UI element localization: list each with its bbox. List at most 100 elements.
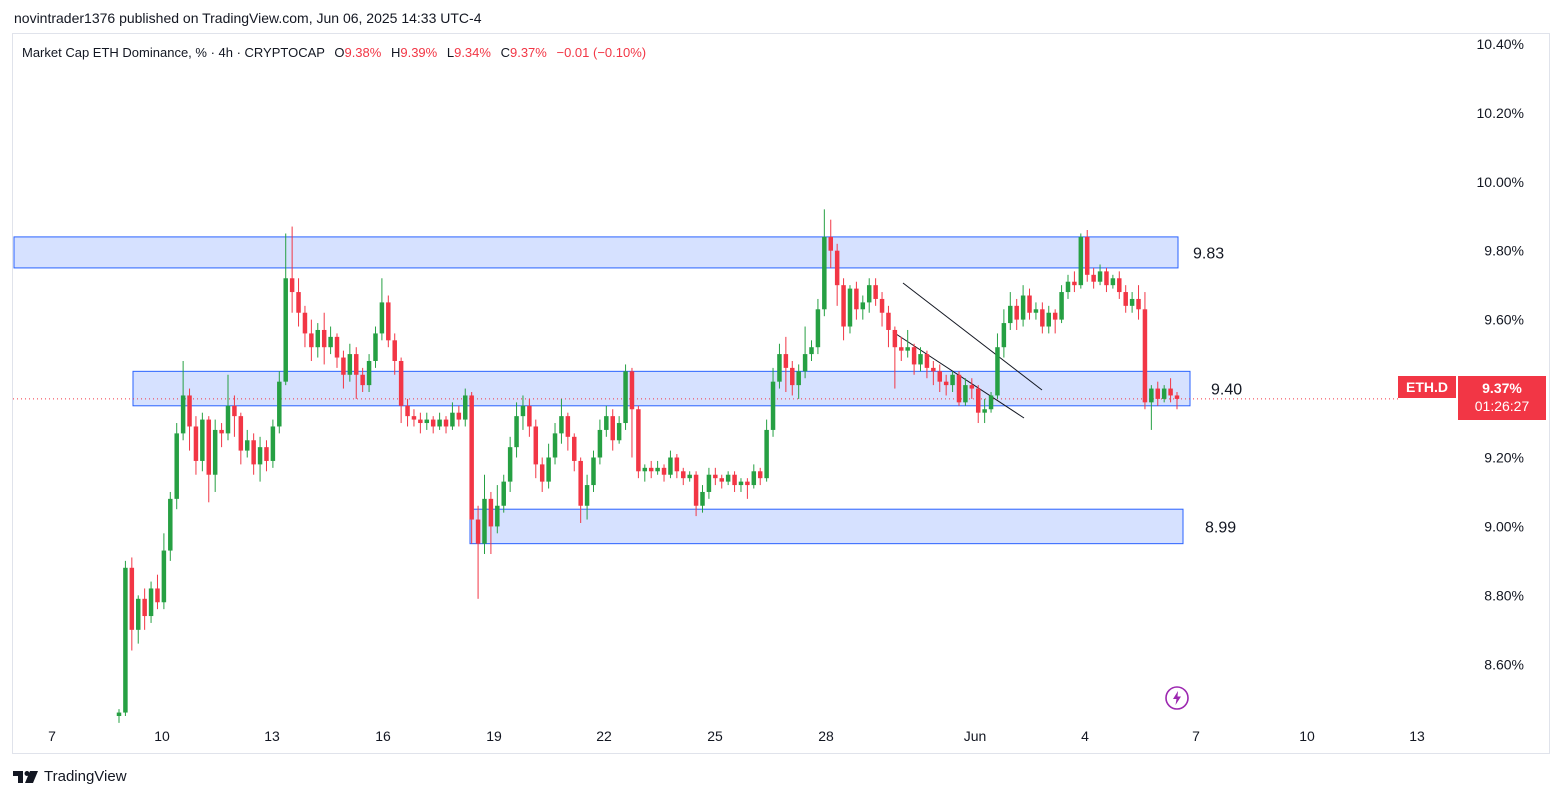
- candle-body-46: [411, 416, 417, 420]
- candle-body-52: [450, 412, 455, 427]
- candle-body-37: [354, 354, 359, 375]
- zone-label-1: 9.40: [1211, 382, 1242, 399]
- y-tick-4: 9.60%: [1484, 312, 1524, 328]
- legend-low-label: L: [446, 45, 455, 60]
- candle-body-89: [687, 474, 692, 479]
- candle-body-94: [719, 478, 724, 482]
- y-tick-1: 10.20%: [1477, 105, 1524, 121]
- candle-body-138: [1001, 323, 1007, 348]
- y-tick-3: 9.80%: [1484, 243, 1524, 259]
- candle-body-50: [437, 419, 442, 427]
- candle-body-54: [463, 395, 468, 420]
- candle-body-100: [757, 471, 763, 479]
- candle-body-60: [501, 481, 506, 506]
- x-tick-1: 10: [154, 728, 170, 744]
- y-axis-ticks: 10.40%10.20%10.00%9.80%9.60%9.40%9.20%9.…: [1477, 36, 1524, 672]
- candle-body-88: [681, 471, 686, 479]
- candle-body-147: [1059, 292, 1064, 320]
- legend-high-value: 9.39%: [400, 45, 438, 60]
- x-tick-10: 7: [1192, 728, 1200, 744]
- chart-legend: Market Cap ETH Dominance, % · 4h · CRYPT…: [22, 45, 646, 60]
- candle-body-45: [405, 405, 410, 417]
- legend-symbol: Market Cap ETH Dominance, % · 4h · CRYPT…: [22, 45, 325, 60]
- candle-body-39: [366, 360, 372, 386]
- x-tick-0: 7: [48, 728, 56, 744]
- candle-body-23: [264, 447, 269, 461]
- candle-body-26: [283, 278, 288, 382]
- candle-body-101: [764, 429, 769, 479]
- candle-body-121: [892, 329, 898, 348]
- legend-high-label: H: [390, 45, 401, 60]
- candle-body-77: [610, 416, 615, 441]
- tradingview-brand[interactable]: TradingView: [13, 768, 127, 785]
- candle-body-11: [187, 395, 192, 427]
- candle-body-62: [514, 416, 519, 448]
- candle-body-137: [995, 347, 1000, 396]
- price-tag-value: 9.37%: [1482, 380, 1522, 396]
- zone-label-2: 8.99: [1205, 519, 1236, 536]
- candle-body-63: [520, 405, 526, 417]
- candle-body-22: [257, 447, 263, 465]
- publisher-line: novintrader1376 published on TradingView…: [14, 10, 482, 26]
- candle-body-80: [629, 371, 635, 410]
- candle-body-40: [373, 333, 378, 361]
- candle-body-67: [546, 457, 551, 482]
- x-tick-4: 19: [486, 728, 502, 744]
- candle-body-13: [200, 419, 205, 461]
- candle-body-161: [1149, 388, 1154, 403]
- candle-body-25: [277, 381, 282, 427]
- candle-body-31: [315, 329, 321, 348]
- candle-body-93: [713, 474, 718, 479]
- candle-body-59: [495, 505, 500, 527]
- candle-body-44: [398, 360, 404, 406]
- candle-body-57: [482, 498, 487, 544]
- candle-body-126: [924, 354, 930, 368]
- candle-body-127: [931, 367, 936, 372]
- candle-body-64: [527, 405, 532, 427]
- candle-body-33: [328, 336, 333, 348]
- y-tick-0: 10.40%: [1477, 36, 1524, 52]
- candle-body-143: [1033, 309, 1039, 313]
- lightning-icon[interactable]: [1165, 686, 1189, 710]
- candle-body-122: [899, 347, 904, 351]
- candle-body-55: [469, 395, 474, 520]
- candle-body-142: [1027, 295, 1032, 313]
- candle-body-20: [244, 440, 250, 451]
- candle-body-51: [443, 419, 449, 427]
- candle-body-149: [1072, 281, 1077, 286]
- x-tick-3: 16: [375, 728, 391, 744]
- candle-body-120: [886, 312, 891, 330]
- candle-body-83: [648, 467, 654, 472]
- candle-body-68: [552, 433, 558, 458]
- candles: [116, 209, 1180, 723]
- candle-body-140: [1014, 305, 1019, 320]
- candle-body-152: [1091, 274, 1096, 282]
- brand-name: TradingView: [44, 768, 127, 785]
- candle-body-133: [969, 385, 975, 389]
- candle-body-38: [360, 374, 365, 386]
- candle-body-76: [604, 416, 609, 430]
- candle-body-113: [841, 285, 846, 327]
- candle-body-2: [129, 567, 135, 630]
- zone-label-0: 9.83: [1193, 245, 1224, 262]
- zone-0: [13, 236, 1179, 269]
- candle-body-123: [905, 347, 910, 351]
- candle-body-30: [309, 333, 314, 348]
- candle-body-48: [424, 419, 430, 424]
- candle-body-10: [180, 395, 186, 434]
- candle-body-14: [206, 419, 212, 475]
- candle-body-92: [706, 474, 712, 492]
- candle-body-151: [1084, 236, 1090, 275]
- candle-body-148: [1065, 281, 1071, 293]
- candle-body-42: [386, 302, 391, 341]
- candle-body-53: [456, 412, 462, 420]
- candle-body-29: [302, 312, 308, 334]
- candle-body-117: [866, 285, 872, 303]
- candle-body-6: [155, 588, 160, 603]
- candle-body-84: [655, 467, 660, 472]
- candle-body-139: [1008, 305, 1013, 324]
- candle-body-103: [777, 354, 782, 382]
- candle-body-12: [193, 426, 199, 461]
- candle-body-71: [572, 436, 577, 461]
